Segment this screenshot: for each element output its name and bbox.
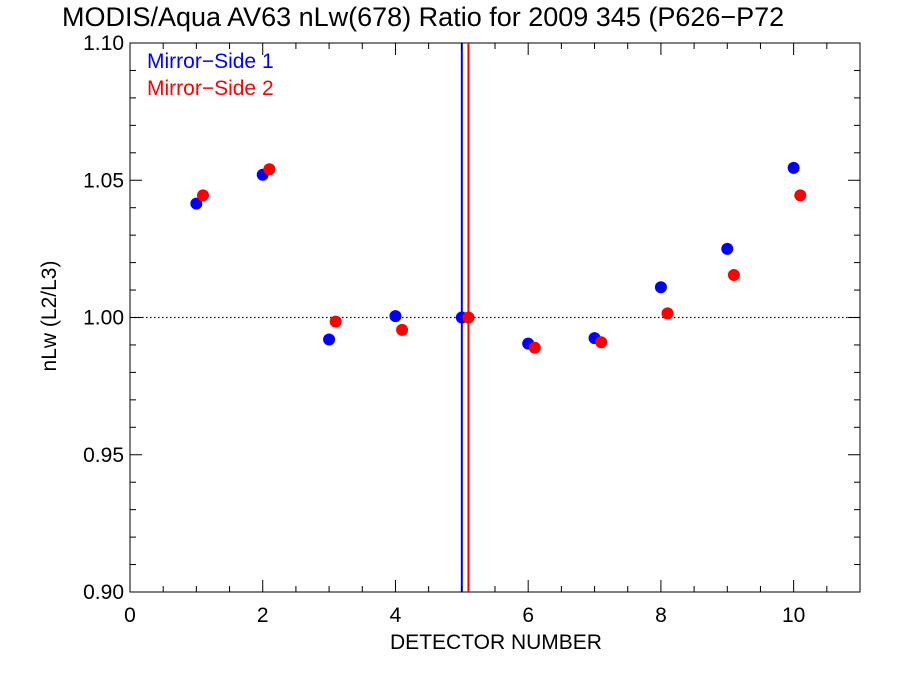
series-1-point-9	[721, 242, 734, 255]
y-tick-label-1.10: 1.10	[83, 32, 124, 55]
legend-entry-2: Mirror−Side 2	[147, 77, 274, 100]
reference-lines	[130, 43, 860, 592]
legend: Mirror−Side 1 Mirror−Side 2	[147, 50, 274, 100]
series-2-point-10	[794, 189, 807, 202]
x-tick-label-8: 8	[655, 604, 667, 627]
x-tick-label-6: 6	[522, 604, 534, 627]
chart-title: MODIS/Aqua AV63 nLw(678) Ratio for 2009 …	[62, 2, 784, 32]
axis-ticks	[129, 42, 861, 593]
series-2-point-3	[329, 315, 342, 328]
series-2-point-4	[396, 323, 409, 336]
series-1-point-3	[323, 333, 336, 346]
x-tick-label-0: 0	[124, 604, 136, 627]
series-1-point-8	[654, 281, 667, 294]
series-2-point-5	[462, 311, 475, 324]
x-tick-label-4: 4	[390, 604, 402, 627]
y-tick-label-0.95: 0.95	[83, 444, 124, 467]
y-tick-label-0.90: 0.90	[83, 581, 124, 604]
legend-entry-1: Mirror−Side 1	[147, 50, 274, 73]
data-points	[190, 161, 807, 354]
series-1-point-10	[787, 161, 800, 174]
series-1-point-4	[389, 310, 402, 323]
y-tick-label-1.00: 1.00	[83, 307, 124, 330]
series-1-point-1	[190, 197, 203, 210]
y-axis-label: nLw (L2/L3)	[38, 261, 61, 372]
x-axis-label: DETECTOR NUMBER	[390, 631, 602, 654]
x-tick-label-2: 2	[257, 604, 269, 627]
series-2-point-8	[661, 307, 674, 320]
series-2-point-7	[595, 336, 608, 349]
y-tick-label-1.05: 1.05	[83, 169, 124, 192]
series-2-point-6	[528, 341, 541, 354]
series-2-point-2	[263, 163, 276, 176]
series-2-point-9	[727, 268, 740, 281]
axis-tick-labels: 0 2 4 6 8 10 0.90 0.95 1.00 1.05 1.10	[83, 32, 805, 627]
series-2-point-1	[197, 189, 209, 202]
x-tick-label-10: 10	[782, 604, 805, 627]
